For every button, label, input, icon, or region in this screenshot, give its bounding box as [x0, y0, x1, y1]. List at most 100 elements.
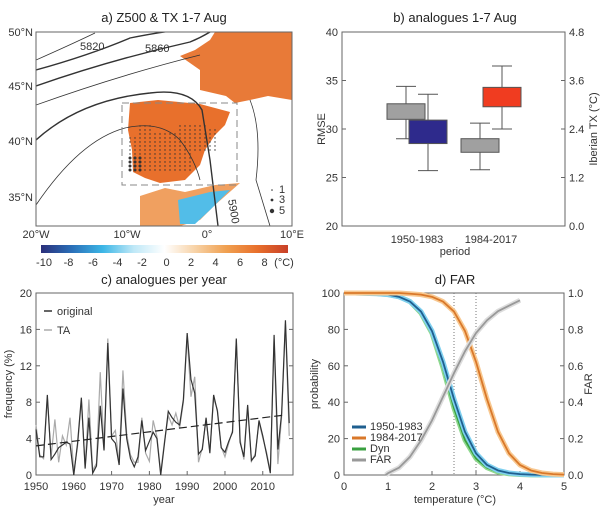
contours	[36, 32, 271, 226]
stipple-dot	[174, 153, 176, 155]
stipple-dot	[149, 145, 151, 147]
stipple-dot	[154, 149, 156, 151]
stipple-dot	[204, 129, 206, 131]
stipple-dot	[189, 157, 191, 159]
trend-line	[35, 414, 286, 447]
y-tick-label: 40	[326, 27, 338, 39]
x-tick-label: 1	[385, 481, 391, 493]
stipple-dot	[184, 125, 186, 127]
legend-label: 1984-2017	[370, 432, 423, 444]
y-tick-label: 35	[326, 76, 338, 88]
x-tick-label: 2000	[213, 481, 237, 493]
stipple-dot	[189, 129, 191, 131]
y-right-tick-label: 4.8	[569, 27, 584, 39]
stipple-dot	[194, 125, 196, 127]
box-1984-2017	[482, 86, 522, 108]
x-tick-label: 1970	[99, 481, 123, 493]
stipple-dot	[204, 145, 206, 147]
x-tick-label: 1960	[62, 481, 86, 493]
stipple-dot	[214, 137, 216, 139]
stipple-dot	[164, 165, 166, 167]
contour-label: 5820	[80, 41, 104, 53]
stipple-dot	[149, 141, 151, 143]
stipple-dot	[169, 145, 171, 147]
stipple-dot	[159, 157, 161, 159]
stipple-dot	[149, 137, 151, 139]
stipple-dot	[139, 125, 141, 127]
stipple-dot	[174, 161, 176, 163]
panel-a-map: a) Z500 & TX 1-7 Aug 5820 5860 5900 1 3 …	[8, 10, 304, 269]
y-axis-label: probability	[309, 358, 321, 409]
stipple-dot	[149, 149, 151, 151]
stipple-dot	[164, 149, 166, 151]
stipple-dot	[149, 125, 151, 127]
legend-label: TA	[57, 325, 71, 337]
stipple-dot	[138, 156, 142, 160]
stipple-dot	[154, 161, 156, 163]
stipple-dot	[184, 129, 186, 131]
stipple-dot	[149, 157, 151, 159]
colorbar-tick: -8	[64, 257, 74, 269]
contour-label: 5860	[145, 43, 169, 55]
stipple-dot	[179, 125, 181, 127]
stipple-dot	[154, 133, 156, 135]
colorbar-tick: 4	[212, 257, 218, 269]
stipple-dot	[139, 133, 141, 135]
stipple-dot	[184, 145, 186, 147]
stipple-dot	[134, 145, 136, 147]
stipple-dot	[174, 165, 176, 167]
colorbar-tick: -10	[36, 257, 52, 269]
stipple-dot	[169, 169, 171, 171]
stipple-dot	[139, 141, 141, 143]
stipple-dot	[134, 137, 136, 139]
stipple-dot	[164, 137, 166, 139]
iberia-anomaly	[128, 100, 230, 183]
y-tick-label: 60	[328, 361, 340, 373]
stipple-dot	[144, 161, 146, 163]
colorbar-tick: 0	[163, 257, 169, 269]
lat-label: 45°N	[8, 81, 33, 93]
stipple-dot	[184, 133, 186, 135]
y-tick-label: 0	[334, 470, 340, 482]
panel-c-timeseries: c) analogues per year 1950 1960 1970 1980 199…	[3, 272, 294, 506]
stipple-dot	[138, 160, 142, 164]
colorbar-tick: -6	[88, 257, 98, 269]
x-tick-label: 4	[517, 481, 523, 493]
stipple-dot	[194, 141, 196, 143]
box-1950-1983	[386, 103, 426, 120]
stipple-dot	[128, 168, 132, 172]
x-tick-label: 3	[473, 481, 479, 493]
stipple-dot	[169, 133, 171, 135]
y-tick-label: 40	[328, 397, 340, 409]
stipple-dot	[174, 145, 176, 147]
stipple-dot	[214, 145, 216, 147]
stipple-dot	[159, 169, 161, 171]
stipple-dot	[174, 157, 176, 159]
stipple-dot	[199, 137, 201, 139]
x-tick-label: 2010	[251, 481, 275, 493]
stipple-dot	[128, 156, 132, 160]
stipple-dot	[139, 129, 141, 131]
stipple-dot	[164, 141, 166, 143]
x-axis-label: temperature (°C)	[414, 494, 496, 506]
stipple-dot	[144, 165, 146, 167]
stipple-dot	[199, 133, 201, 135]
y-right-axis-label: Iberian TX (°C)	[588, 92, 600, 165]
colorbar-tick: -4	[113, 257, 123, 269]
stipple-dot	[164, 157, 166, 159]
north-africa-cold-anomaly	[178, 190, 230, 224]
stipple-dot	[214, 141, 216, 143]
stipple-dot	[154, 157, 156, 159]
y-axis-label: frequency (%)	[3, 350, 15, 418]
y-tick-label: 25	[326, 173, 338, 185]
stipple-dot	[199, 125, 201, 127]
france-anomaly	[180, 32, 292, 103]
stipple-dot	[144, 137, 146, 139]
stipple-dot	[169, 137, 171, 139]
stipple-dot	[179, 129, 181, 131]
stipple-dot	[209, 141, 211, 143]
stipple-dot	[184, 157, 186, 159]
chart-title: d) FAR	[435, 272, 475, 287]
legend-label: FAR	[370, 454, 391, 466]
stipple-dot	[169, 161, 171, 163]
